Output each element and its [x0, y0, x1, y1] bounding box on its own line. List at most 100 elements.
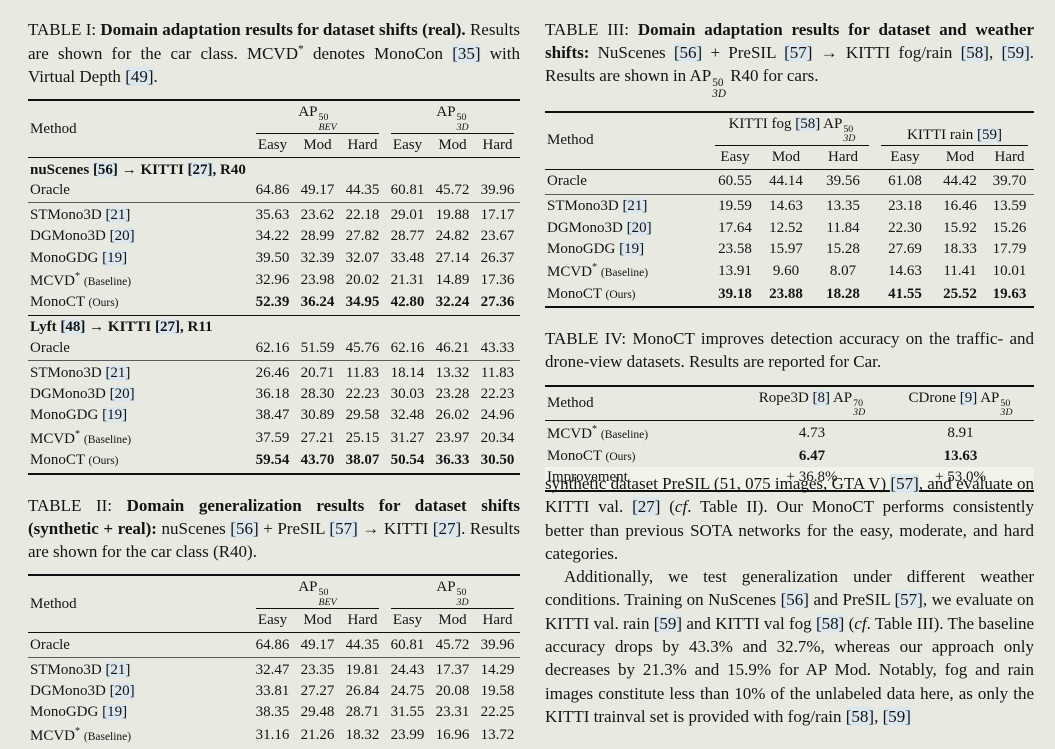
method-note: (Ours): [88, 455, 119, 468]
table-1: Method AP 50 BEV AP 50 3D Easy Mod Hard Easy Mod Har…: [28, 98, 520, 475]
citation-link[interactable]: [58]: [815, 613, 845, 633]
value-cell: 44.14: [769, 173, 803, 190]
value-cell: 39.50: [255, 249, 290, 266]
citation-link[interactable]: [20]: [626, 219, 652, 236]
method-cell: DGMono3D [20]: [30, 683, 135, 700]
left-column: TABLE I: Domain adaptation results for d…: [28, 18, 520, 749]
method-note: (Baseline): [600, 429, 649, 442]
value-cell: 25.15: [345, 429, 380, 446]
value-cell: 27.82: [345, 228, 380, 245]
citation-link[interactable]: [56]: [92, 161, 118, 178]
method-note: (Baseline): [83, 433, 132, 446]
method-cell: MCVD* (Baseline): [547, 424, 649, 443]
value-cell: 26.37: [480, 249, 515, 266]
value-cell: 24.43: [390, 661, 425, 678]
citation-link[interactable]: [48]: [60, 319, 86, 336]
citation-link[interactable]: [27]: [432, 518, 462, 538]
citation-link[interactable]: [21]: [622, 198, 648, 215]
citation-link[interactable]: [21]: [105, 661, 131, 678]
value-cell: 27.27: [300, 683, 335, 700]
value-cell: 14.63: [888, 263, 922, 280]
value-cell: 13.91: [718, 263, 752, 280]
column-header: Mod: [303, 137, 332, 154]
column-header: Mod: [945, 148, 975, 165]
right-column: TABLE III: Domain adaptation results for…: [545, 18, 1034, 749]
method-header: Method: [547, 394, 594, 411]
method-cell: MonoCT (Ours): [547, 285, 636, 302]
value-cell: 46.21: [435, 339, 470, 356]
citation-link[interactable]: [27]: [187, 161, 213, 178]
value-cell: 23.98: [300, 272, 335, 289]
method-cell: DGMono3D [20]: [547, 219, 652, 236]
citation-link[interactable]: [19]: [102, 704, 128, 721]
citation-link[interactable]: [20]: [109, 228, 135, 245]
citation-link[interactable]: [57]: [784, 43, 813, 63]
citation-link[interactable]: [59]: [653, 613, 683, 633]
table-3: Method KITTI fog [58] AP 50 3D KITTI rain [5…: [545, 110, 1034, 309]
superscript: *: [75, 725, 81, 737]
value-cell: 18.33: [943, 241, 977, 258]
citation-link[interactable]: [59]: [882, 706, 911, 726]
citation-link[interactable]: [21]: [105, 206, 131, 223]
value-cell: 43.33: [480, 339, 515, 356]
value-cell: 11.83: [480, 364, 515, 381]
value-cell: 30.89: [300, 407, 335, 424]
table-row: STMono3D [21] 32.47 23.35 19.81 24.43 17.37 14…: [28, 658, 520, 681]
citation-link[interactable]: [20]: [109, 386, 135, 402]
value-cell: 17.36: [480, 272, 515, 289]
value-cell: 13.59: [992, 198, 1027, 215]
value-cell: 13.32: [435, 364, 470, 381]
citation-link[interactable]: [59]: [976, 126, 1002, 143]
citation-link[interactable]: [57]: [329, 518, 358, 538]
method-cell: MCVD* (Baseline): [547, 262, 649, 281]
value-cell: 26.02: [435, 407, 470, 424]
citation-link[interactable]: [8]: [812, 389, 831, 406]
citation-link[interactable]: [56]: [780, 590, 809, 610]
method-cell: Oracle: [30, 636, 70, 653]
value-cell: 24.75: [390, 683, 425, 700]
group-header: AP 50 3D: [385, 100, 520, 135]
table-row: Oracle 64.86 49.17 44.35 60.81 45.72 39.96: [28, 633, 520, 658]
table-header-row: Method AP 50 BEV AP 50 3D: [28, 575, 520, 612]
math-supsub: 70 3D: [853, 398, 866, 419]
citation-link[interactable]: [19]: [619, 241, 645, 258]
citation-link[interactable]: [58]: [960, 43, 989, 63]
citation-link[interactable]: [19]: [102, 407, 128, 424]
citation-link[interactable]: [59]: [1001, 43, 1030, 63]
method-cell: MonoGDG [19]: [30, 407, 128, 424]
table-1-caption-bold: Domain adaptation results for dataset sh…: [100, 20, 466, 39]
citation-link[interactable]: [49]: [125, 66, 154, 86]
value-cell: 11.83: [345, 364, 380, 381]
citation-link[interactable]: [27]: [155, 319, 181, 336]
citation-link[interactable]: [56]: [230, 518, 259, 538]
citation-link[interactable]: [58]: [795, 115, 821, 132]
citation-link[interactable]: [27]: [632, 497, 661, 517]
value-cell: 27.21: [300, 429, 335, 446]
value-cell: 44.35: [345, 636, 380, 653]
value-cell: 39.56: [826, 173, 860, 190]
citation-link[interactable]: [57]: [890, 474, 919, 493]
citation-link[interactable]: [9]: [959, 389, 978, 406]
citation-link[interactable]: [58]: [845, 706, 875, 726]
citation-link[interactable]: [56]: [673, 43, 703, 63]
method-cell: Oracle: [547, 173, 587, 190]
citation-link[interactable]: [57]: [894, 590, 923, 610]
method-note: (Baseline): [83, 730, 132, 743]
table-row: MonoGDG [19] 23.58 15.97 15.28 27.69 18.33 17.…: [545, 239, 1034, 260]
value-cell: 28.71: [345, 704, 380, 721]
value-cell: 20.34: [480, 429, 515, 446]
table-row: MCVD* (Baseline) 37.59 27.21 25.15 31.27 23.9…: [28, 427, 520, 450]
value-cell: 26.84: [345, 683, 380, 700]
value-cell: 13.72: [480, 726, 515, 743]
value-cell: 49.17: [300, 181, 335, 198]
column-header: Mod: [438, 137, 467, 154]
group-header: KITTI fog [58] AP 50 3D: [709, 112, 875, 147]
value-cell: 14.89: [435, 272, 470, 289]
citation-link[interactable]: [35]: [452, 43, 481, 63]
table-3-caption: TABLE III: Domain adaptation results for…: [545, 18, 1034, 100]
citation-link[interactable]: [19]: [102, 249, 128, 266]
value-cell: 32.96: [255, 272, 290, 289]
citation-link[interactable]: [20]: [109, 683, 135, 700]
superscript: *: [297, 42, 304, 56]
citation-link[interactable]: [21]: [105, 364, 131, 381]
